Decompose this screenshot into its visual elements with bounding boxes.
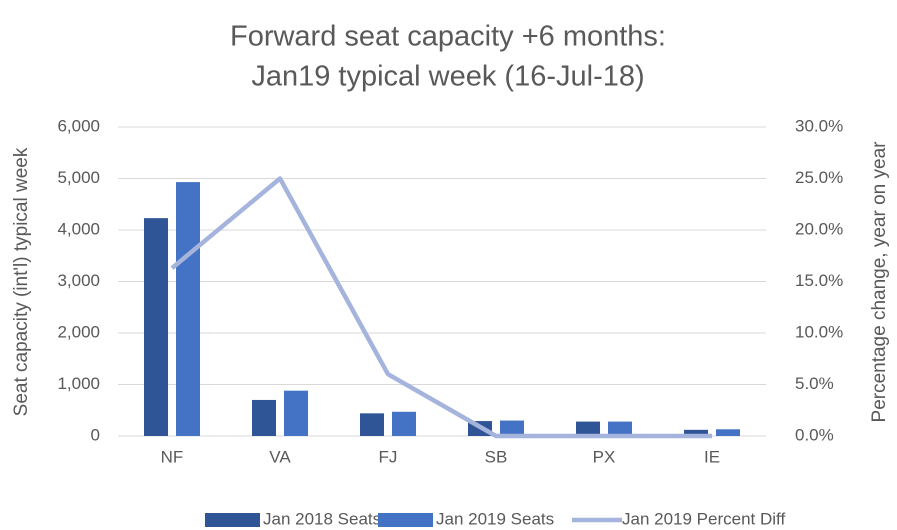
bar bbox=[252, 399, 276, 436]
y2-tick-label: 0.0% bbox=[795, 425, 834, 444]
y2-axis-title: Percentage change, year on year bbox=[869, 141, 890, 423]
y2-tick-label: 10.0% bbox=[795, 322, 843, 341]
x-tick-label: IE bbox=[704, 447, 720, 466]
x-tick-label: FJ bbox=[379, 447, 398, 466]
bar bbox=[500, 420, 524, 436]
y2-tick-label: 20.0% bbox=[795, 219, 843, 238]
y2-tick-label: 15.0% bbox=[795, 271, 843, 290]
y2-tick-label: 30.0% bbox=[795, 116, 843, 135]
bar bbox=[176, 182, 200, 436]
y2-tick-label: 25.0% bbox=[795, 168, 843, 187]
bar bbox=[392, 411, 416, 436]
y-tick-label: 3,000 bbox=[57, 271, 100, 290]
y2-tick-label: 5.0% bbox=[795, 374, 834, 393]
y-axis-title: Seat capacity (int'l) typical week bbox=[11, 147, 32, 416]
y-tick-label: 6,000 bbox=[57, 116, 100, 135]
chart-title: Forward seat capacity +6 months: bbox=[230, 21, 666, 53]
x-tick-label: VA bbox=[269, 447, 291, 466]
bar bbox=[608, 421, 632, 436]
bar bbox=[144, 218, 168, 436]
x-tick-label: SB bbox=[485, 447, 508, 466]
x-tick-label: PX bbox=[593, 447, 616, 466]
bar bbox=[716, 429, 740, 436]
bar bbox=[284, 390, 308, 436]
y-tick-label: 1,000 bbox=[57, 374, 100, 393]
legend-label: Jan 2018 Seats bbox=[263, 509, 381, 528]
legend-swatch bbox=[205, 513, 260, 527]
y-tick-label: 5,000 bbox=[57, 168, 100, 187]
chart-title: Jan19 typical week (16-Jul-18) bbox=[251, 61, 644, 93]
bar bbox=[576, 421, 600, 436]
y-tick-label: 4,000 bbox=[57, 219, 100, 238]
bar bbox=[684, 429, 708, 436]
line-series bbox=[170, 176, 712, 439]
bar bbox=[360, 413, 384, 436]
legend-label: Jan 2019 Percent Diff bbox=[622, 509, 785, 528]
y-tick-label: 0 bbox=[91, 425, 100, 444]
x-tick-label: NF bbox=[161, 447, 184, 466]
legend-swatch bbox=[378, 513, 433, 527]
legend-label: Jan 2019 Seats bbox=[436, 509, 554, 528]
y-tick-label: 2,000 bbox=[57, 322, 100, 341]
